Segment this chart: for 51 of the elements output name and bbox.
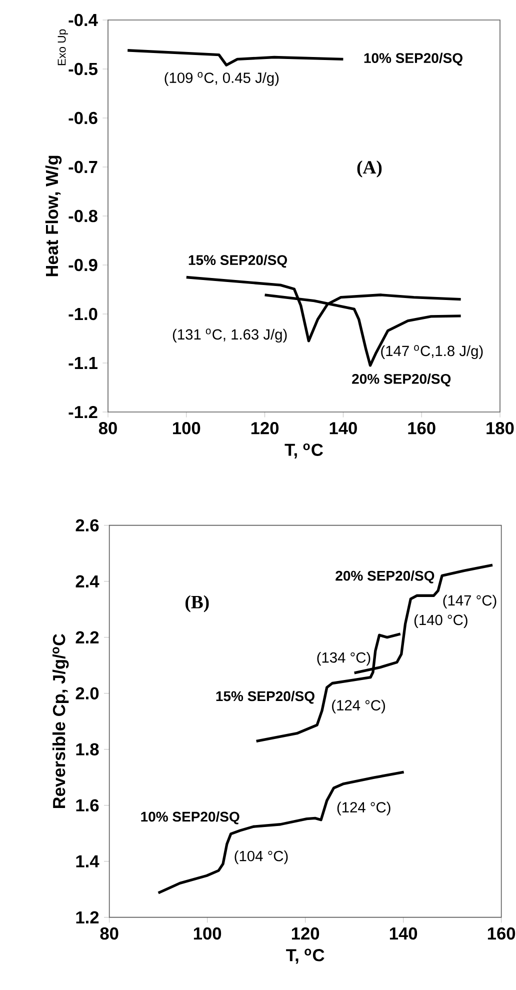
annotation: (124 °C) [332,700,385,714]
y-tick-label: -0.8 [68,210,98,222]
x-tick-label: 120 [292,927,320,940]
y-tick-label: 1.8 [76,743,99,756]
series-label: 15% SEP20/SQ [216,690,314,704]
x-axis-title: T, $^{o}$C [284,443,323,458]
annotation: (140 °C) [414,614,468,628]
x-tick-label: 100 [194,927,222,940]
y-tick-label: -1.2 [68,406,98,418]
text: Exo Up [58,29,68,66]
y-tick-label: 2.2 [76,631,99,644]
x-tick-label: 100 [173,422,200,434]
y-tick-label: -0.4 [68,14,98,26]
x-tick-label: 140 [390,927,418,940]
y-tick-label: -0.5 [68,62,98,76]
text: (B) [186,595,209,612]
annotation: (147 $^{o}$C,1.8 J/g) [381,345,483,360]
y-tick-label: 2.4 [76,575,100,588]
annotation: (109 $^{o}$C, 0.45 J/g) [164,72,279,86]
x-tick-label: 120 [251,422,279,434]
y-tick-label: -1.0 [68,308,98,320]
y-tick-label: 1.2 [76,911,99,924]
x-tick-label: 160 [408,422,436,434]
y-tick-label: -0.9 [68,258,98,272]
y-tick-label: -1.1 [68,357,98,369]
x-tick-label: 80 [98,422,117,434]
y-tick-label: 1.6 [76,799,99,812]
series-label: 10% SEP20/SQ [141,811,240,824]
y-tick-label: -0.6 [68,112,98,124]
annotation: (147 °C) [443,594,496,608]
x-tick-label: 180 [486,422,514,434]
y-tick-label: 2.0 [76,687,99,700]
x-axis-title: T, $^{o}$C [286,948,324,964]
y-axis-title: Heat Flow, W/g [45,156,62,276]
annotation: (104 °C) [234,850,288,864]
x-tick-label: 80 [100,927,118,940]
annotation: (134 °C) [317,652,370,666]
y-tick-label: 2.6 [76,519,99,532]
x-tick-label: 160 [488,927,516,940]
y-axis-title: Reversible Cp, J/g/$^{o}$C [52,634,69,808]
x-tick-label: 140 [330,422,357,434]
y-tick-label: 1.4 [76,855,100,868]
series-label: 20% SEP20/SQ [336,570,434,584]
annotation: (131 $^{o}$C, 1.63 J/g) [172,328,287,343]
series-label: 20% SEP20/SQ [352,374,451,386]
annotation: (124 °C) [337,802,390,816]
y-tick-label: -0.7 [68,160,98,174]
series-label: 10% SEP20/SQ [364,52,462,66]
line-series [126,49,345,66]
text: (A) [357,160,382,178]
series-label: 15% SEP20/SQ [188,254,287,268]
